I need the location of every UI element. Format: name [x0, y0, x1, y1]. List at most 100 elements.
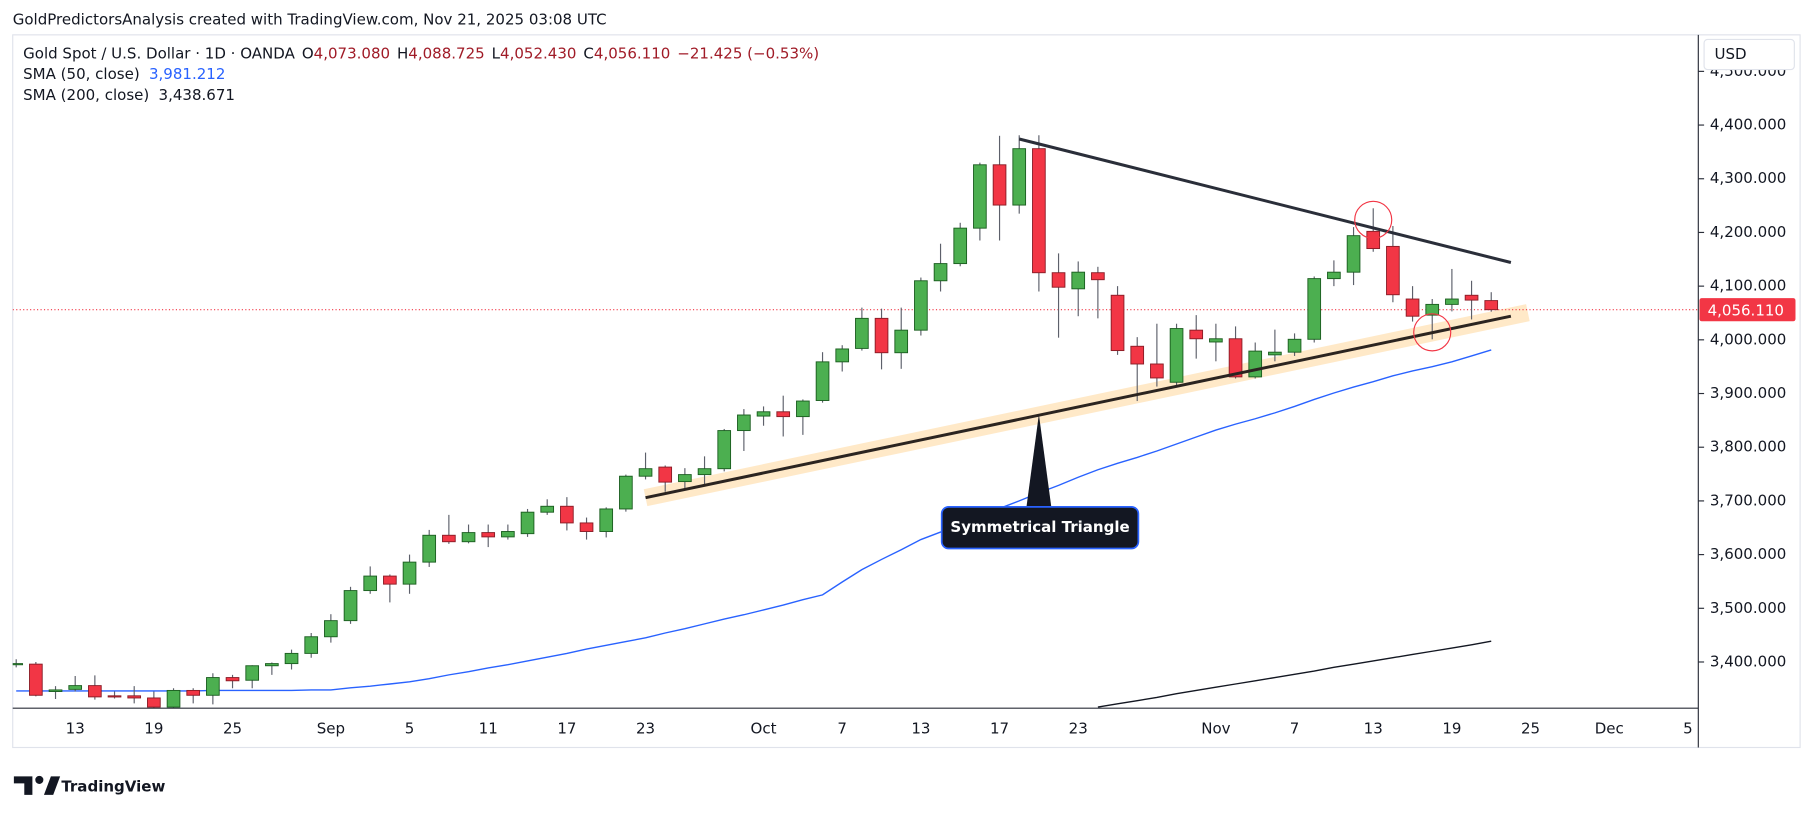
candle-body — [147, 697, 161, 708]
axes: 3,400.000 3,500.000 3,600.000 3,700.000 3,80… — [66, 62, 1787, 738]
x-tick-label: 19 — [1442, 719, 1461, 737]
currency-box — [1703, 38, 1795, 71]
indicator-value: 3,438.671 — [159, 86, 235, 104]
indicator-legend-item: SMA (50, close) 3,981.212 — [23, 65, 225, 83]
currency: USD — [1715, 45, 1747, 63]
ohlc-value: 4,052.430 — [500, 44, 576, 62]
candle-body — [501, 531, 515, 538]
candle-body — [1071, 271, 1086, 290]
candle-body — [1091, 272, 1105, 281]
candle-body — [1405, 298, 1420, 317]
candle-body — [520, 511, 535, 535]
x-tick-label: 25 — [223, 719, 242, 737]
candle-body — [1150, 363, 1164, 379]
candle-body — [776, 411, 791, 418]
candle-body — [1110, 294, 1125, 352]
candle-body — [12, 663, 24, 666]
candle-body — [166, 689, 181, 708]
candle-body — [1327, 271, 1341, 280]
indicator-name: SMA (50, close) — [23, 65, 140, 83]
candle-body — [737, 414, 751, 432]
candle-body — [1484, 300, 1499, 311]
candle-body — [717, 430, 732, 470]
candle-body — [442, 534, 456, 543]
candle-body — [48, 689, 63, 692]
indicator-legend: SMA (50, close) 3,981.212 SMA (200, close)… — [23, 65, 235, 104]
ohlc-key: L — [492, 44, 501, 62]
candle-body — [678, 474, 692, 483]
candle-body — [914, 280, 928, 331]
x-tick-label: 5 — [1683, 719, 1693, 737]
ohlc-key: O — [302, 44, 314, 62]
candle-body — [186, 689, 201, 696]
y-tick-label: 3,900.000 — [1710, 384, 1786, 402]
ohlc-value: 4,056.110 — [594, 44, 670, 62]
candle-body — [815, 361, 830, 401]
x-tick-label: 7 — [1290, 719, 1300, 737]
sma-line — [1097, 640, 1492, 708]
candle-body — [461, 532, 476, 543]
y-tick-label: 3,400.000 — [1710, 652, 1786, 670]
y-tick-label: 4,200.000 — [1710, 223, 1786, 241]
candle-body — [304, 636, 319, 654]
symbol-legend: Gold Spot / U.S. Dollar · 1D · OANDA O4,0… — [23, 44, 819, 62]
x-tick-label: 23 — [636, 719, 655, 737]
x-tick-label: 13 — [1364, 719, 1383, 737]
candle-body — [1287, 338, 1302, 353]
x-tick-label: 13 — [66, 719, 85, 737]
candle-body — [756, 411, 771, 417]
x-tick-label: 7 — [837, 719, 847, 737]
candle-body — [874, 317, 889, 354]
candle-body — [88, 685, 102, 698]
candle-body — [245, 665, 260, 681]
frame — [12, 34, 1801, 749]
logo-mark — [35, 775, 44, 784]
brand-name: TradingView — [61, 777, 165, 795]
x-tick-label: 17 — [990, 719, 1009, 737]
sma-line — [16, 349, 1492, 692]
ohlc-key: C — [583, 44, 594, 62]
candle-body — [1248, 350, 1263, 378]
y-tick-label: 3,500.000 — [1710, 599, 1786, 617]
x-tick-label: 17 — [557, 719, 576, 737]
callout-box — [940, 505, 1140, 550]
x-tick-label: Oct — [751, 719, 777, 737]
candle-body — [1012, 148, 1027, 206]
candle-body — [599, 508, 614, 532]
candle-body — [973, 164, 987, 229]
logo — [13, 775, 61, 795]
candle-body — [540, 505, 555, 513]
candle-body — [953, 227, 968, 265]
y-tick-label: 3,700.000 — [1710, 491, 1786, 509]
y-tick-label: 4,100.000 — [1710, 277, 1786, 295]
attribution: GoldPredictorsAnalysis created with Trad… — [13, 10, 607, 28]
candle-body — [560, 505, 574, 524]
ohlc-key: H — [397, 44, 408, 62]
indicator-name: SMA (200, close) — [23, 86, 149, 104]
candle-body — [1051, 272, 1066, 288]
candle-body — [1130, 345, 1145, 365]
ohlc-value: 4,073.080 — [314, 44, 390, 62]
candle-body — [697, 468, 712, 476]
candle-body — [1228, 338, 1243, 378]
touch-circle — [1413, 313, 1452, 352]
trendline — [1018, 137, 1512, 264]
candle-body — [422, 534, 437, 563]
change: −21.425 (−0.53%) — [677, 44, 819, 62]
candle-body — [1189, 329, 1204, 340]
logo-mark — [43, 776, 61, 795]
ohlc-value: 4,088.725 — [408, 44, 484, 62]
candle-body — [29, 663, 43, 696]
candle-body — [343, 590, 358, 622]
candle-body — [127, 695, 142, 699]
candle-body — [855, 317, 869, 349]
trendline — [645, 314, 1512, 500]
x-tick-label: 23 — [1069, 719, 1088, 737]
candle-body — [1366, 230, 1381, 250]
candle-body — [284, 652, 299, 665]
candle-body — [1268, 351, 1282, 356]
x-tick-label: 5 — [405, 719, 415, 737]
